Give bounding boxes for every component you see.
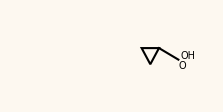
Text: O: O	[178, 61, 186, 71]
Text: OH: OH	[180, 51, 195, 61]
